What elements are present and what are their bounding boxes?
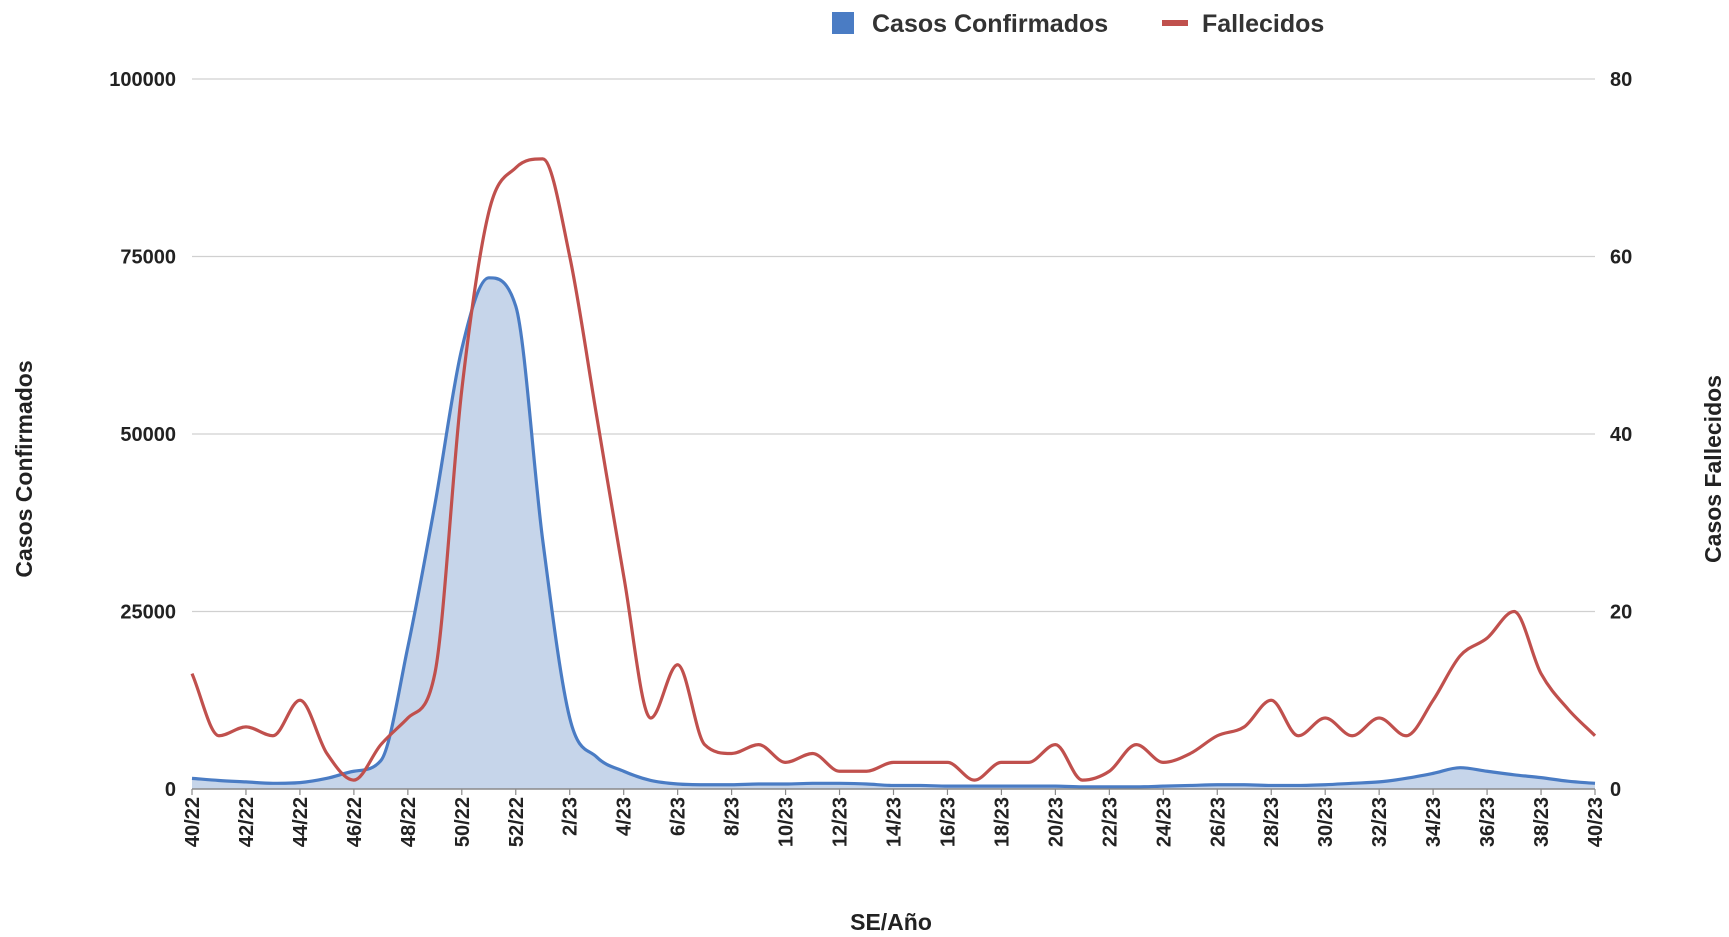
- left-axis-title: Casos Confirmados: [11, 360, 37, 577]
- x-tick-label: 26/23: [1207, 797, 1229, 847]
- x-tick-label: 36/23: [1477, 797, 1499, 847]
- y-left-tick-label: 50000: [120, 424, 176, 446]
- x-tick-label: 48/22: [398, 797, 420, 847]
- grid-layer: [192, 78, 1595, 613]
- legend-label-casos-confirmados: Casos Confirmados: [872, 10, 1108, 38]
- x-tick-label: 20/23: [1045, 797, 1067, 847]
- x-tick-label: 30/23: [1315, 797, 1337, 847]
- y-left-tick-label: 0: [165, 779, 176, 801]
- series-casos-confirmados-line: [191, 276, 1596, 789]
- x-axis-title: SE/Año: [850, 909, 932, 935]
- x-tick-label: 44/22: [290, 797, 312, 847]
- axes-layer: [191, 788, 1596, 795]
- legend: Casos Confirmados Fallecidos: [832, 10, 1324, 38]
- y-left-tick-label: 75000: [120, 247, 176, 269]
- y-right-tick-label: 0: [1610, 779, 1621, 801]
- ticks-layer: 0 25000 50000 75000 100000 0 20 40 60 80 40/22 42/2…: [109, 69, 1632, 847]
- x-tick-label: 40/23: [1585, 797, 1607, 847]
- area-layer: [191, 276, 1596, 789]
- x-tick-label: 38/23: [1531, 797, 1553, 847]
- legend-item-fallecidos[interactable]: Fallecidos: [1162, 10, 1324, 38]
- series-fallecidos-line: [190, 157, 1597, 782]
- y-right-tick-label: 40: [1610, 424, 1632, 446]
- legend-swatch-fallecidos: [1162, 20, 1188, 26]
- x-tick-label: 4/23: [614, 797, 636, 836]
- x-tick-label: 16/23: [937, 797, 959, 847]
- x-tick-label: 14/23: [884, 797, 906, 847]
- x-tick-label: 52/22: [506, 797, 528, 847]
- x-tick-label: 28/23: [1261, 797, 1283, 847]
- x-tick-label: 2/23: [560, 797, 582, 836]
- y-left-tick-label: 25000: [120, 602, 176, 624]
- legend-label-fallecidos: Fallecidos: [1202, 10, 1324, 38]
- y-right-tick-label: 80: [1610, 69, 1632, 91]
- series-casos-confirmados-area: [192, 277, 1595, 789]
- x-tick-label: 10/23: [776, 797, 798, 847]
- y-right-tick-label: 60: [1610, 247, 1632, 269]
- legend-swatch-casos-confirmados: [832, 12, 854, 34]
- x-tick-label: 8/23: [722, 797, 744, 836]
- x-tick-label: 42/22: [236, 797, 258, 847]
- x-tick-label: 6/23: [668, 797, 690, 836]
- x-tick-label: 34/23: [1423, 797, 1445, 847]
- y-right-tick-label: 20: [1610, 602, 1632, 624]
- x-tick-label: 22/23: [1099, 797, 1121, 847]
- x-tick-label: 12/23: [830, 797, 852, 847]
- right-axis-title: Casos Fallecidos: [1700, 375, 1726, 563]
- x-tick-label: 18/23: [991, 797, 1013, 847]
- legend-item-casos-confirmados[interactable]: Casos Confirmados: [832, 10, 1108, 38]
- x-tick-label: 32/23: [1369, 797, 1391, 847]
- y-left-tick-label: 100000: [109, 69, 176, 91]
- x-tick-label: 46/22: [344, 797, 366, 847]
- x-tick-label: 50/22: [452, 797, 474, 847]
- x-tick-label: 40/22: [182, 797, 204, 847]
- line-layer: [190, 157, 1597, 782]
- x-tick-label: 24/23: [1153, 797, 1175, 847]
